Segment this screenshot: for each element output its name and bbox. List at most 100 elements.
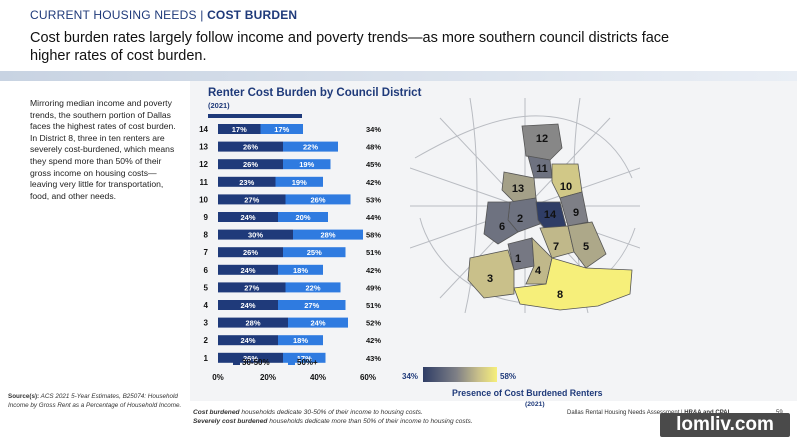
tick-label-2: 2 [204, 336, 209, 345]
bar-moderate-4 [218, 300, 278, 310]
total-label-1: 43% [366, 354, 381, 363]
bar-severe-9 [278, 212, 328, 222]
tick-label-9: 9 [204, 213, 209, 222]
data-label-severe-7: 25% [307, 248, 322, 257]
bar-moderate-1 [218, 352, 283, 363]
definition-term-2: Severely cost burdened [193, 418, 268, 425]
x-tick-2: 40% [310, 373, 326, 382]
headline: Cost burden rates largely follow income … [30, 30, 670, 64]
legend-title: Presence of Cost Burdened Renters [452, 388, 603, 398]
legend-gradient [423, 367, 497, 382]
bar-severe-11 [275, 176, 323, 187]
tick-label-10: 10 [199, 195, 208, 204]
tick-label-12: 12 [199, 160, 208, 169]
district-5 [567, 221, 607, 269]
district-label-3: 3 [487, 273, 493, 285]
x-tick-3: 60% [360, 373, 376, 382]
data-label-moderate-13: 26% [243, 143, 258, 152]
bar-severe-7 [283, 247, 346, 258]
district-label-12: 12 [536, 133, 548, 145]
bar-severe-1 [283, 352, 326, 363]
district-label-8: 8 [557, 289, 563, 301]
district-3 [467, 249, 515, 299]
legend-min-label: 34% [402, 372, 419, 381]
district-label-14: 14 [544, 209, 557, 221]
data-label-moderate-11: 23% [239, 178, 254, 187]
total-label-13: 48% [366, 143, 381, 152]
district-9 [559, 191, 589, 227]
bar-severe-10 [285, 194, 351, 205]
bar-moderate-11 [218, 176, 276, 187]
tick-label-6: 6 [204, 266, 209, 275]
district-4 [525, 236, 553, 285]
data-label-moderate-3: 28% [245, 319, 260, 328]
data-label-moderate-5: 27% [244, 283, 259, 292]
sidebar-text: Mirroring median income and poverty tren… [30, 98, 176, 201]
data-label-moderate-10: 27% [244, 195, 259, 204]
definition-term-1: Cost burdened [193, 409, 240, 416]
legend-swatch-moderate [233, 358, 240, 365]
legend-label-severe: 50%+ [297, 358, 318, 367]
legend-year: (2021) [525, 401, 545, 408]
data-label-severe-3: 24% [310, 319, 325, 328]
definition-text-1: households dedicate 30-50% of their inco… [239, 409, 423, 416]
total-label-9: 44% [366, 213, 381, 222]
bar-moderate-13 [218, 141, 283, 152]
total-label-5: 49% [366, 283, 381, 292]
definitions: Cost burdened households dedicate 30-50%… [193, 408, 473, 426]
tick-label-1: 1 [204, 354, 209, 363]
bar-moderate-5 [218, 282, 286, 293]
bar-severe-8 [293, 229, 363, 240]
total-label-3: 52% [366, 319, 381, 328]
section-separator: | [196, 8, 208, 22]
bar-severe-4 [278, 300, 346, 310]
bar-moderate-3 [218, 317, 288, 328]
data-label-moderate-4: 24% [240, 301, 255, 310]
legend-label-moderate: 30-50% [242, 358, 270, 367]
total-label-4: 51% [366, 301, 381, 310]
title-accent-bar [208, 114, 302, 118]
definition-severe: Severely cost burdened households dedica… [193, 417, 473, 426]
data-label-severe-5: 22% [305, 283, 320, 292]
x-tick-0: 0% [212, 373, 224, 382]
data-label-severe-13: 22% [303, 143, 318, 152]
bar-moderate-10 [218, 194, 286, 205]
bar-moderate-6 [218, 264, 278, 275]
data-label-moderate-12: 26% [243, 160, 258, 169]
district-label-10: 10 [560, 181, 572, 193]
chart-title: Renter Cost Burden by Council District [208, 87, 422, 99]
x-tick-1: 20% [260, 373, 276, 382]
district-label-6: 6 [499, 221, 505, 233]
data-label-severe-4: 27% [304, 301, 319, 310]
data-label-moderate-7: 26% [243, 248, 258, 257]
legend-swatch-severe [288, 358, 295, 365]
data-label-moderate-14: 17% [232, 125, 247, 134]
data-label-moderate-6: 24% [240, 266, 255, 275]
definition-text-2: households dedicate more than 50% of the… [267, 418, 473, 425]
legend-max-label: 58% [500, 372, 517, 381]
tick-label-11: 11 [200, 178, 209, 187]
data-label-severe-6: 18% [293, 266, 308, 275]
bar-severe-3 [288, 317, 348, 328]
total-label-8: 58% [366, 231, 381, 240]
source-note: Source(s): ACS 2021 5-Year Estimates, B2… [8, 393, 188, 410]
district-label-11: 11 [536, 163, 548, 175]
district-label-5: 5 [583, 241, 589, 253]
section-topic: COST BURDEN [207, 8, 298, 22]
total-label-10: 53% [366, 195, 381, 204]
tick-label-7: 7 [204, 248, 209, 257]
section-label: CURRENT HOUSING NEEDS [30, 8, 197, 22]
district-label-2: 2 [517, 213, 523, 225]
district-8 [513, 257, 633, 311]
bar-moderate-12 [218, 159, 283, 170]
data-label-moderate-2: 24% [240, 336, 255, 345]
credit-text: Dallas Rental Housing Needs Assessment | [567, 410, 685, 416]
data-label-severe-12: 19% [299, 160, 314, 169]
bar-severe-6 [278, 264, 323, 275]
tick-label-3: 3 [204, 319, 209, 328]
district-label-9: 9 [573, 207, 579, 219]
tick-label-8: 8 [204, 231, 209, 240]
data-label-severe-9: 20% [295, 213, 310, 222]
data-label-severe-1: 17% [297, 354, 312, 363]
